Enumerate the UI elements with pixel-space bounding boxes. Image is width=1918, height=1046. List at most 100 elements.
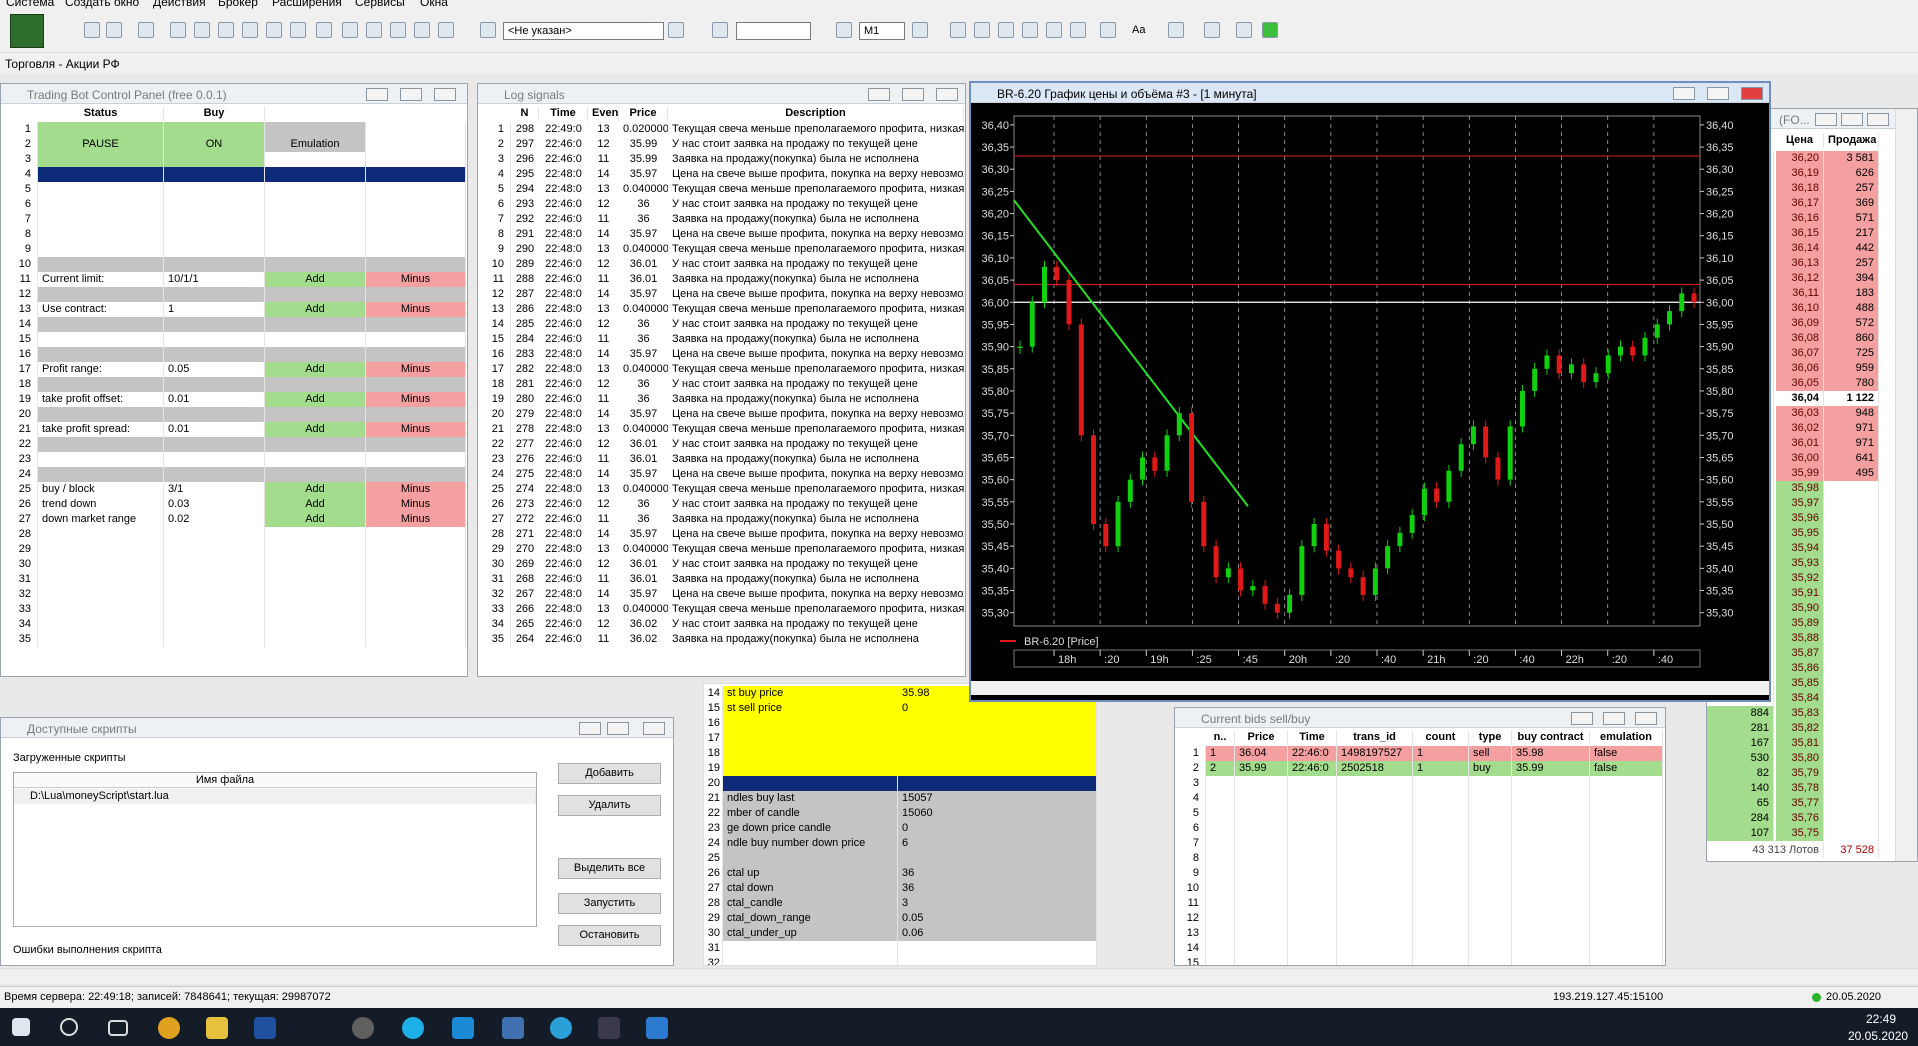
maximize-button[interactable] — [400, 88, 422, 101]
app-icon[interactable] — [254, 1017, 276, 1039]
cell[interactable]: Add — [265, 482, 366, 497]
minimize-button[interactable] — [1673, 87, 1695, 100]
tool-icon[interactable] — [1168, 22, 1184, 38]
search-button[interactable] — [60, 1018, 78, 1036]
cell[interactable]: Minus — [366, 497, 466, 512]
menu-item[interactable]: Сервисы — [355, 0, 405, 9]
tool-icon[interactable] — [1100, 22, 1116, 38]
button[interactable]: Запустить — [558, 893, 661, 914]
tool-icon[interactable] — [138, 22, 154, 38]
search-box[interactable] — [736, 22, 811, 40]
tool-icon[interactable] — [1046, 22, 1062, 38]
tool-icon[interactable] — [84, 22, 100, 38]
app-logo[interactable] — [10, 14, 44, 48]
tool-icon[interactable] — [414, 22, 430, 38]
cell[interactable]: Add — [265, 512, 366, 527]
tool-icon[interactable] — [218, 22, 234, 38]
tool-icon[interactable] — [390, 22, 406, 38]
button[interactable]: Удалить — [558, 795, 661, 816]
maximize-button[interactable] — [607, 722, 629, 735]
app-icon[interactable] — [598, 1017, 620, 1039]
scrollbar[interactable] — [1895, 109, 1917, 861]
minimize-button[interactable] — [868, 88, 890, 101]
cell[interactable]: Minus — [366, 392, 466, 407]
close-button[interactable] — [1867, 113, 1889, 126]
cell[interactable]: Add — [265, 272, 366, 287]
account-select[interactable]: <Не указан> — [503, 22, 664, 40]
close-button[interactable] — [643, 722, 665, 735]
cell[interactable]: Add — [265, 422, 366, 437]
cell[interactable]: Minus — [366, 302, 466, 317]
cell[interactable]: Add — [265, 362, 366, 377]
app-icon[interactable] — [550, 1017, 572, 1039]
close-button[interactable] — [936, 88, 958, 101]
minimize-button[interactable] — [1815, 113, 1837, 126]
button[interactable]: Добавить — [558, 763, 661, 784]
app-icon[interactable] — [646, 1017, 668, 1039]
app-icon[interactable] — [158, 1017, 180, 1039]
start-button[interactable] — [12, 1018, 30, 1036]
tool-icon[interactable] — [836, 22, 852, 38]
minimize-button[interactable] — [579, 722, 601, 735]
menu-item[interactable]: Система — [6, 0, 55, 9]
tool-icon[interactable] — [1262, 22, 1278, 38]
tool-icon[interactable] — [170, 22, 186, 38]
button[interactable]: Выделить все — [558, 858, 661, 879]
tool-icon[interactable] — [242, 22, 258, 38]
tool-icon[interactable] — [1070, 22, 1086, 38]
maximize-button[interactable] — [902, 88, 924, 101]
file-row[interactable]: D:\Lua\moneyScript\start.lua — [14, 789, 536, 804]
app-icon[interactable] — [452, 1017, 474, 1039]
tool-icon[interactable] — [194, 22, 210, 38]
button[interactable]: Остановить — [558, 925, 661, 946]
app-icon[interactable] — [502, 1017, 524, 1039]
close-button[interactable] — [1741, 87, 1763, 100]
minimize-button[interactable] — [366, 88, 388, 101]
tool-icon[interactable] — [1236, 22, 1252, 38]
cell[interactable]: ON — [164, 137, 265, 152]
app-icon[interactable] — [402, 1017, 424, 1039]
cell[interactable]: Emulation — [265, 137, 366, 152]
menu-item[interactable]: Расширения — [272, 0, 342, 9]
menu-item[interactable]: Брокер — [218, 0, 258, 9]
maximize-button[interactable] — [1603, 712, 1625, 725]
cell[interactable]: Add — [265, 392, 366, 407]
menu-item[interactable]: Действия — [153, 0, 206, 9]
menu-item[interactable]: Создать окно — [65, 0, 140, 9]
cell[interactable]: PAUSE — [38, 137, 164, 152]
cell[interactable]: Minus — [366, 272, 466, 287]
menu-item[interactable]: Окна — [420, 0, 448, 9]
h-scrollbar[interactable] — [0, 968, 1918, 984]
cell[interactable]: Minus — [366, 512, 466, 527]
tool-icon[interactable] — [480, 22, 496, 38]
tool-icon[interactable] — [1204, 22, 1220, 38]
tool-icon[interactable] — [342, 22, 358, 38]
cell[interactable]: Add — [265, 497, 366, 512]
app-icon[interactable] — [206, 1017, 228, 1039]
cell[interactable]: Minus — [366, 482, 466, 497]
taskview-button[interactable] — [108, 1020, 128, 1036]
cell[interactable]: Minus — [366, 422, 466, 437]
tool-icon[interactable] — [106, 22, 122, 38]
interval-select[interactable]: M1 — [859, 22, 905, 40]
tool-icon[interactable] — [998, 22, 1014, 38]
tool-icon[interactable] — [974, 22, 990, 38]
minimize-button[interactable] — [1571, 712, 1593, 725]
app-icon[interactable] — [352, 1017, 374, 1039]
tool-icon[interactable] — [438, 22, 454, 38]
close-button[interactable] — [1635, 712, 1657, 725]
font-button[interactable]: Aa — [1132, 24, 1146, 36]
tab[interactable]: Торговля - Акции РФ — [5, 57, 120, 71]
tool-icon[interactable] — [668, 22, 684, 38]
tool-icon[interactable] — [316, 22, 332, 38]
close-button[interactable] — [434, 88, 456, 101]
tool-icon[interactable] — [266, 22, 282, 38]
tool-icon[interactable] — [950, 22, 966, 38]
tool-icon[interactable] — [366, 22, 382, 38]
cell[interactable]: Add — [265, 302, 366, 317]
search-icon[interactable] — [712, 22, 728, 38]
tool-icon[interactable] — [912, 22, 928, 38]
tool-icon[interactable] — [1022, 22, 1038, 38]
cell[interactable]: Minus — [366, 362, 466, 377]
maximize-button[interactable] — [1841, 113, 1863, 126]
